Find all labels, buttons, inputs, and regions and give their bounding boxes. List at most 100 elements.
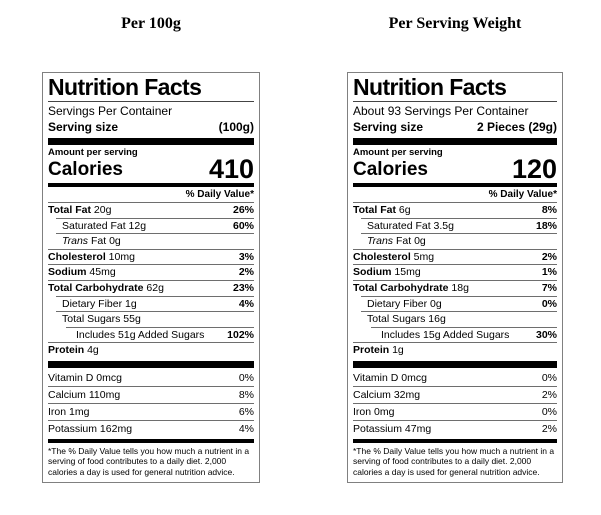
daily-value: 0%: [238, 371, 254, 384]
serving-size-label: Serving size: [353, 120, 424, 134]
divider: [353, 385, 557, 387]
calories-label: Calories: [353, 159, 428, 180]
nutrient-row: Saturated Fat 3.5g 18%: [367, 219, 557, 232]
daily-value: 2%: [541, 388, 557, 401]
nutrient-row: Sodium 15mg 1%: [353, 266, 557, 279]
thick-bar: [48, 138, 254, 145]
daily-value: 8%: [541, 204, 557, 216]
daily-value: 23%: [232, 281, 254, 294]
medium-bar: [48, 438, 254, 443]
daily-value: 0%: [541, 405, 557, 418]
nutrient-row: Total Fat 20g 26%: [48, 204, 254, 216]
vitamin-row: Vitamin D 0mcg 0%: [353, 371, 557, 384]
vitamin-row: Vitamin D 0mcg 0%: [48, 371, 254, 384]
divider: [48, 342, 254, 344]
nutrient-row: Total Sugars 16g: [367, 313, 446, 326]
nutrient-row: Protein 4g: [48, 344, 99, 357]
right-column-title: Per Serving Weight: [388, 15, 522, 32]
nutrient-row: Protein 1g: [353, 344, 404, 357]
daily-value: 6%: [238, 405, 254, 418]
divider: [56, 233, 254, 235]
daily-value: 2%: [541, 250, 557, 263]
footnote: *The % Daily Value tells you how much a …: [48, 445, 250, 477]
divider: [56, 217, 254, 219]
vitamin-row: Potassium 47mg 2%: [353, 422, 557, 435]
daily-value: 1%: [541, 266, 557, 279]
label-heading: Nutrition Facts: [48, 74, 202, 100]
medium-bar: [353, 183, 557, 187]
divider: [48, 402, 254, 404]
daily-value: 18%: [535, 219, 557, 232]
vitamin-row: Calcium 110mg 8%: [48, 388, 254, 401]
daily-value: 102%: [227, 328, 254, 341]
calories-row: Calories 410: [48, 154, 254, 184]
label-heading: Nutrition Facts: [353, 74, 507, 100]
divider: [353, 279, 557, 281]
daily-value: 2%: [541, 422, 557, 435]
daily-value-header: % Daily Value*: [488, 189, 557, 200]
divider: [361, 217, 557, 219]
divider: [48, 385, 254, 387]
divider: [361, 311, 557, 313]
divider: [361, 233, 557, 235]
serving-size-label: Serving size: [48, 120, 119, 134]
nutrient-row: Includes 15g Added Sugars 30%: [381, 328, 557, 341]
vitamin-row: Calcium 32mg 2%: [353, 388, 557, 401]
serving-size-value: (100g): [218, 120, 254, 134]
vitamin-row: Iron 1mg 6%: [48, 405, 254, 418]
vitamin-row: Iron 0mg 0%: [353, 405, 557, 418]
calories-value: 410: [208, 154, 254, 184]
nutrient-row: Dietary Fiber 0g 0%: [367, 297, 557, 310]
divider: [56, 311, 254, 313]
divider: [48, 279, 254, 281]
divider: [353, 248, 557, 250]
daily-value: 4%: [238, 297, 254, 310]
servings-per-container: Servings Per Container: [48, 104, 173, 118]
nutrient-row: Trans Fat 0g: [62, 235, 121, 248]
daily-value: 0%: [541, 371, 557, 384]
left-column-title: Per 100g: [121, 15, 181, 32]
nutrient-row: Total Carbohydrate 18g 7%: [353, 281, 557, 294]
daily-value: 3%: [238, 250, 254, 263]
divider: [66, 326, 254, 328]
thick-bar: [48, 360, 254, 368]
nutrient-row: Dietary Fiber 1g 4%: [62, 297, 254, 310]
medium-bar: [48, 183, 254, 187]
daily-value-header: % Daily Value*: [185, 189, 254, 200]
divider: [371, 326, 557, 328]
nutrient-row: Cholesterol 10mg 3%: [48, 250, 254, 263]
daily-value: 2%: [238, 266, 254, 279]
nutrient-row: Total Fat 6g 8%: [353, 204, 557, 216]
divider: [353, 202, 557, 203]
divider: [353, 342, 557, 344]
nutrient-row: Trans Fat 0g: [367, 235, 426, 248]
calories-value: 120: [511, 154, 557, 184]
daily-value: 8%: [238, 388, 254, 401]
daily-value: 30%: [535, 328, 557, 341]
divider: [48, 248, 254, 250]
daily-value: 60%: [232, 219, 254, 232]
divider: [48, 419, 254, 421]
thick-bar: [353, 138, 557, 145]
calories-label: Calories: [48, 159, 123, 180]
divider: [56, 295, 254, 297]
nutrient-row: Sodium 45mg 2%: [48, 266, 254, 279]
nutrition-facts-label-per-serving: Nutrition Facts About 93 Servings Per Co…: [347, 72, 563, 483]
daily-value: 26%: [232, 204, 254, 216]
serving-size-row: Serving size (100g): [48, 119, 254, 135]
nutrient-row: Total Sugars 55g: [62, 313, 141, 326]
serving-size-row: Serving size 2 Pieces (29g): [353, 119, 557, 135]
footnote: *The % Daily Value tells you how much a …: [353, 445, 555, 477]
nutrient-row: Saturated Fat 12g 60%: [62, 219, 254, 232]
divider: [48, 202, 254, 203]
divider: [361, 295, 557, 297]
nutrition-facts-label-per-100g: Nutrition Facts Servings Per Container S…: [42, 72, 260, 483]
vitamin-row: Potassium 162mg 4%: [48, 422, 254, 435]
divider: [353, 264, 557, 266]
amount-per-serving-label: Amount per serving: [48, 147, 138, 158]
daily-value: 4%: [238, 422, 254, 435]
divider: [353, 402, 557, 404]
divider: [353, 419, 557, 421]
servings-per-container: About 93 Servings Per Container: [353, 104, 529, 118]
